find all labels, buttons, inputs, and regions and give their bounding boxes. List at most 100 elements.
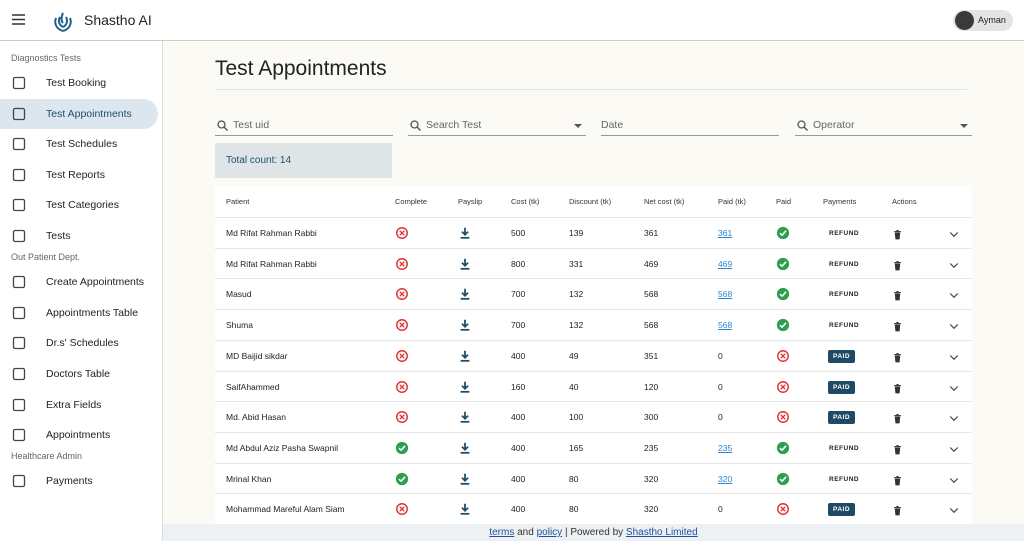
nav-item[interactable]: Appointments (0, 420, 158, 450)
payment-action[interactable]: REFUND (829, 230, 860, 237)
payslip-download[interactable] (458, 257, 472, 271)
table-row[interactable]: Mrinal Khan 400 80 320 320 REFUND (215, 462, 972, 494)
expand-button[interactable] (948, 411, 960, 423)
delete-button[interactable] (892, 411, 903, 424)
expand-button[interactable] (948, 319, 960, 331)
cost: 700 (511, 320, 526, 331)
nav-item[interactable]: Dr.s' Schedules (0, 328, 158, 358)
nav-item[interactable]: Tests (0, 221, 158, 251)
complete-status[interactable] (395, 226, 409, 240)
payment-action[interactable]: REFUND (829, 444, 860, 452)
nav-item[interactable]: Test Reports (0, 160, 158, 190)
paid-status[interactable] (776, 380, 790, 394)
table-row[interactable]: SaifAhammed 160 40 120 0 PAID (215, 370, 972, 402)
user-chip[interactable]: Ayman (953, 10, 1013, 31)
complete-status[interactable] (395, 349, 409, 363)
nav-item[interactable]: Payments (0, 466, 158, 496)
table-row[interactable]: Shuma 700 132 568 568 REFUND (215, 309, 972, 340)
nav-item[interactable]: Extra Fields (0, 390, 158, 420)
nav-item[interactable]: Test Booking (0, 68, 158, 98)
paid-status[interactable] (776, 410, 790, 424)
complete-status[interactable] (395, 287, 409, 301)
table-row[interactable]: Md. Abid Hasan 400 100 300 0 PAID (215, 401, 972, 432)
expand-button[interactable] (948, 442, 960, 454)
complete-status[interactable] (395, 502, 409, 516)
paid-amount[interactable]: 469 (718, 258, 733, 269)
nav-item[interactable]: Test Schedules (0, 129, 158, 159)
payslip-download[interactable] (458, 349, 472, 363)
payslip-download[interactable] (458, 472, 472, 486)
delete-button[interactable] (892, 319, 903, 332)
payslip-download[interactable] (458, 441, 472, 455)
complete-status[interactable] (395, 257, 409, 271)
table-row[interactable]: Md Rifat Rahman Rabbi 800 331 469 469 REFUND (215, 247, 972, 279)
delete-button[interactable] (892, 227, 903, 240)
paid-status[interactable] (776, 287, 790, 301)
company-link[interactable]: Shastho Limited (625, 527, 698, 538)
payslip-download[interactable] (458, 318, 472, 332)
paid-amount[interactable]: 568 (718, 320, 733, 331)
complete-status[interactable] (395, 472, 409, 486)
expand-button[interactable] (948, 288, 960, 300)
payment-action[interactable]: REFUND (829, 475, 860, 483)
expand-button[interactable] (948, 381, 960, 393)
expand-button[interactable] (948, 227, 960, 239)
delete-button[interactable] (892, 381, 903, 393)
delete-button[interactable] (892, 473, 903, 485)
payment-action[interactable]: PAID (828, 349, 856, 363)
paid-amount[interactable]: 320 (718, 473, 733, 484)
paid-status[interactable] (776, 472, 790, 486)
paid-status[interactable] (776, 502, 790, 516)
nav-item[interactable]: Test Appointments (0, 98, 158, 129)
payslip-download[interactable] (458, 380, 472, 394)
table-row[interactable]: Md Rifat Rahman Rabbi 500 139 361 361 REFUND (215, 217, 972, 248)
filter-input[interactable]: Search Test (408, 115, 586, 136)
payslip-download[interactable] (458, 287, 472, 301)
nav-item[interactable]: Test Categories (0, 190, 158, 220)
payslip-download[interactable] (458, 502, 472, 516)
nav-item[interactable]: Doctors Table (0, 359, 158, 389)
paid-status[interactable] (776, 441, 790, 455)
complete-status[interactable] (395, 410, 409, 424)
payment-action[interactable]: REFUND (829, 291, 860, 299)
discount: 100 (569, 412, 584, 423)
paid-status[interactable] (776, 226, 790, 240)
expand-button[interactable] (948, 258, 960, 270)
table-row[interactable]: Masud 700 132 568 568 REFUND (215, 278, 972, 309)
payment-action[interactable]: REFUND (829, 260, 860, 268)
nav-item[interactable]: Create Appointments (0, 267, 158, 297)
payment-action[interactable]: PAID (828, 411, 856, 425)
delete-button[interactable] (892, 350, 903, 363)
expand-button[interactable] (948, 350, 960, 362)
payment-action[interactable]: PAID (828, 503, 856, 517)
table-row[interactable]: MD Baijid sikdar 400 49 351 0 PAID (215, 339, 972, 371)
delete-button[interactable] (892, 442, 903, 455)
nav-item[interactable]: Appointments Table (0, 298, 158, 328)
payslip-download[interactable] (458, 410, 472, 424)
expand-button[interactable] (948, 473, 960, 485)
delete-button[interactable] (892, 288, 903, 301)
complete-status[interactable] (395, 441, 409, 455)
terms-link[interactable]: terms (489, 527, 515, 538)
paid-amount[interactable]: 235 (718, 442, 733, 453)
complete-status[interactable] (395, 380, 409, 394)
paid-status[interactable] (776, 349, 790, 363)
filter-input[interactable]: Date (601, 115, 779, 136)
expand-button[interactable] (948, 503, 960, 515)
paid-status[interactable] (776, 257, 790, 271)
payment-action[interactable]: REFUND (829, 322, 860, 330)
delete-button[interactable] (892, 258, 903, 270)
policy-link[interactable]: policy (536, 527, 563, 538)
paid-amount[interactable]: 568 (718, 289, 733, 300)
payment-action[interactable]: PAID (828, 380, 856, 394)
menu-button[interactable] (12, 14, 25, 25)
filter-input[interactable]: Test uid (215, 115, 393, 136)
delete-button[interactable] (892, 503, 903, 516)
complete-status[interactable] (395, 318, 409, 332)
paid-status[interactable] (776, 318, 790, 332)
filter-input[interactable]: Operator (795, 115, 972, 136)
table-row[interactable]: Md Abdul Aziz Pasha Swapnil 400 165 235 235 R… (215, 431, 972, 463)
paid-amount[interactable]: 361 (718, 228, 733, 238)
payslip-download[interactable] (458, 226, 472, 240)
table-row[interactable]: Mohammad Mareful Alam Siam 400 80 320 0 PAID (215, 493, 972, 524)
